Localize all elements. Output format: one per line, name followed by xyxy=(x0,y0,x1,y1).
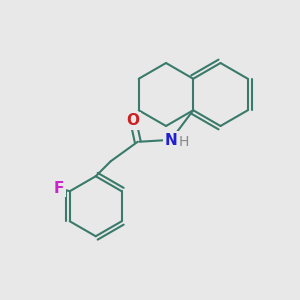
Text: N: N xyxy=(164,133,177,148)
Text: O: O xyxy=(127,113,140,128)
Text: H: H xyxy=(179,135,189,149)
Text: F: F xyxy=(54,181,64,196)
